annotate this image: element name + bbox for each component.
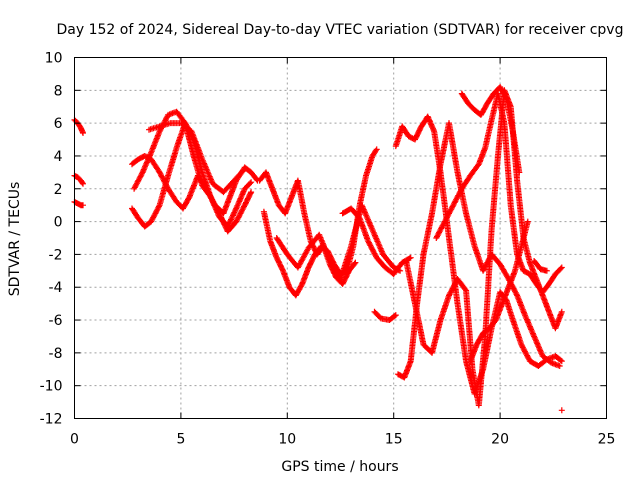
x-axis-label: GPS time / hours bbox=[281, 459, 398, 475]
grid bbox=[74, 57, 607, 419]
x-tick-label: 25 bbox=[598, 432, 616, 448]
x-tick-label: 10 bbox=[278, 432, 296, 448]
series-markers bbox=[531, 258, 550, 274]
y-tick-label: -2 bbox=[49, 247, 63, 263]
series-markers bbox=[273, 202, 404, 282]
plot-frame bbox=[74, 57, 607, 419]
data-layer bbox=[71, 84, 565, 414]
series-markers bbox=[339, 205, 414, 278]
ticks bbox=[74, 57, 607, 419]
series-markers bbox=[146, 120, 248, 196]
series-arc-6 bbox=[131, 108, 255, 230]
y-tick-label: -4 bbox=[49, 280, 63, 296]
y-tick-label: 4 bbox=[54, 149, 63, 165]
y-tick-label: -10 bbox=[40, 379, 63, 395]
series-outlier bbox=[558, 407, 565, 414]
x-tick-labels: 0 5 10 15 20 25 bbox=[70, 432, 615, 448]
y-tick-label: -12 bbox=[40, 412, 63, 428]
x-tick-label: 5 bbox=[176, 432, 185, 448]
x-tick-label: 20 bbox=[491, 432, 509, 448]
series-arc-10 bbox=[273, 202, 404, 282]
series-arc-11 bbox=[339, 205, 414, 278]
y-tick-label: 10 bbox=[45, 51, 63, 67]
series-markers bbox=[558, 407, 565, 414]
series-arc-12 bbox=[371, 308, 399, 323]
x-tick-label: 15 bbox=[385, 432, 403, 448]
y-tick-label: -6 bbox=[49, 313, 63, 329]
y-tick-label: 6 bbox=[54, 116, 63, 132]
series-arc-7 bbox=[146, 120, 248, 196]
series-markers bbox=[395, 120, 563, 381]
y-tick-label: 8 bbox=[54, 83, 63, 99]
series-arc-14 bbox=[395, 120, 563, 381]
x-tick-label: 0 bbox=[70, 432, 79, 448]
series-arc-18 bbox=[467, 218, 531, 365]
series-markers bbox=[433, 90, 565, 296]
series-arc-19 bbox=[531, 258, 550, 274]
series-arc-16 bbox=[433, 90, 565, 296]
series-markers bbox=[458, 84, 523, 176]
y-tick-label: 2 bbox=[54, 182, 63, 198]
y-tick-label: -8 bbox=[49, 346, 63, 362]
y-tick-label: 0 bbox=[54, 215, 63, 231]
series-markers bbox=[131, 108, 255, 230]
y-tick-labels: -12 -10 -8 -6 -4 -2 0 2 4 6 8 10 bbox=[40, 51, 63, 428]
y-axis-label: SDTVAR / TECUs bbox=[7, 182, 23, 297]
series-markers bbox=[467, 218, 531, 365]
series-arc-17 bbox=[458, 84, 523, 176]
series-markers bbox=[371, 308, 399, 323]
chart-title: Day 152 of 2024, Sidereal Day-to-day VTE… bbox=[57, 22, 624, 38]
